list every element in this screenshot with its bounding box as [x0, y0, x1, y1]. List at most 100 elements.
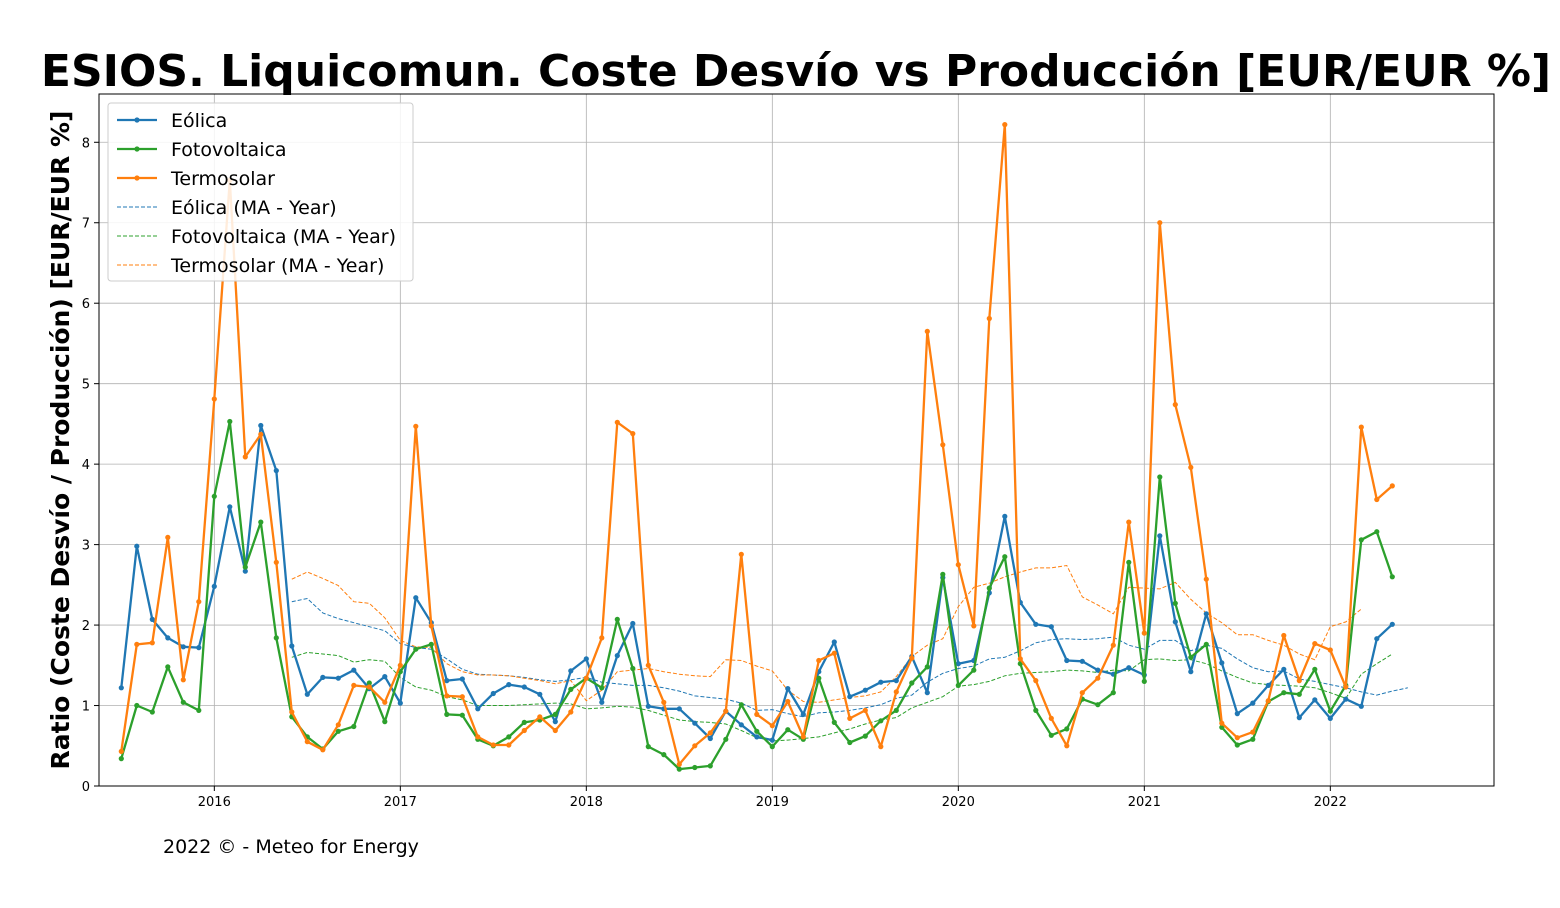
data-point	[1126, 559, 1132, 565]
data-point	[1095, 667, 1101, 673]
data-point	[258, 422, 264, 429]
data-point	[273, 635, 279, 641]
data-point	[1389, 483, 1395, 489]
data-point	[754, 728, 760, 734]
data-point	[692, 764, 698, 771]
y-tick-label: 2	[82, 619, 90, 634]
data-point	[351, 667, 357, 673]
data-point	[1033, 621, 1039, 627]
legend-item: Termosolar (MA - Year)	[117, 255, 384, 277]
data-point	[971, 623, 977, 629]
data-point	[1095, 702, 1101, 708]
data-point	[413, 646, 419, 652]
data-point	[692, 743, 698, 749]
data-point	[521, 719, 527, 726]
data-point	[1203, 611, 1209, 617]
data-point	[552, 711, 558, 718]
y-tick-label: 7	[82, 217, 90, 232]
data-point	[785, 727, 791, 733]
data-point	[196, 707, 202, 714]
data-point	[599, 635, 605, 641]
legend-label: Termosolar (MA - Year)	[170, 255, 384, 277]
data-point	[444, 678, 450, 684]
data-point	[382, 674, 388, 680]
data-point	[568, 709, 574, 715]
data-point	[320, 747, 326, 753]
data-point	[490, 742, 496, 748]
data-point	[258, 519, 264, 525]
series-termosolar	[118, 122, 1395, 767]
data-point	[521, 684, 527, 690]
data-point	[1002, 122, 1008, 128]
data-point	[1374, 636, 1380, 642]
data-point	[475, 706, 481, 712]
data-point	[1110, 690, 1116, 696]
data-point	[475, 734, 481, 740]
x-tick-label: 2022	[1314, 795, 1347, 810]
x-tick-label: 2016	[198, 795, 231, 810]
data-point	[1172, 402, 1178, 408]
data-point	[1110, 642, 1116, 648]
legend-label: Eólica (MA - Year)	[171, 197, 337, 219]
data-point	[1157, 533, 1163, 539]
data-point	[506, 682, 512, 688]
data-point	[149, 640, 155, 646]
data-point	[614, 653, 620, 659]
legend-marker	[134, 117, 140, 123]
series-layer	[118, 122, 1408, 772]
data-point	[878, 679, 884, 685]
data-point	[1079, 690, 1085, 696]
data-point	[1281, 632, 1287, 639]
data-point	[785, 686, 791, 692]
data-point	[444, 711, 450, 718]
data-point	[397, 700, 403, 706]
data-point	[785, 698, 791, 705]
data-point	[227, 504, 233, 510]
data-point	[1064, 726, 1070, 732]
y-tick-label: 8	[82, 136, 90, 151]
data-point	[676, 706, 682, 712]
data-point	[149, 616, 155, 623]
data-point	[304, 739, 310, 745]
data-point	[1296, 691, 1302, 697]
legend: Eólica Fotovoltaica Termosolar Eólica (MA -…	[107, 102, 414, 282]
data-point	[707, 735, 713, 742]
data-point	[242, 568, 248, 574]
data-point	[614, 419, 620, 425]
data-point	[1172, 619, 1178, 625]
data-point	[1234, 711, 1240, 717]
data-point	[599, 699, 605, 705]
data-point	[1219, 724, 1225, 730]
data-point	[1188, 669, 1194, 675]
data-point	[1327, 708, 1333, 714]
y-tick-label: 5	[82, 378, 90, 393]
data-point	[1188, 464, 1194, 470]
y-tick-label: 0	[82, 780, 90, 795]
data-point	[1265, 682, 1271, 689]
data-point	[568, 686, 574, 693]
data-point	[986, 585, 992, 591]
data-point	[1358, 424, 1364, 430]
x-tick-label: 2018	[570, 795, 603, 810]
data-point	[1250, 700, 1256, 706]
data-point	[521, 727, 527, 734]
data-point	[630, 665, 636, 672]
data-point	[1327, 715, 1333, 722]
data-point	[707, 763, 713, 769]
data-point	[506, 734, 512, 740]
data-point	[1389, 621, 1395, 627]
data-point	[165, 664, 171, 670]
data-point	[955, 682, 961, 689]
data-point	[940, 442, 946, 448]
data-point	[335, 728, 341, 734]
data-point	[831, 650, 837, 656]
data-point	[134, 641, 140, 648]
y-tick-label: 6	[82, 297, 90, 312]
data-point	[1141, 630, 1147, 636]
data-point	[1234, 735, 1240, 741]
data-point	[1312, 641, 1318, 647]
data-point	[382, 699, 388, 705]
data-point	[893, 678, 899, 684]
data-point	[552, 719, 558, 725]
